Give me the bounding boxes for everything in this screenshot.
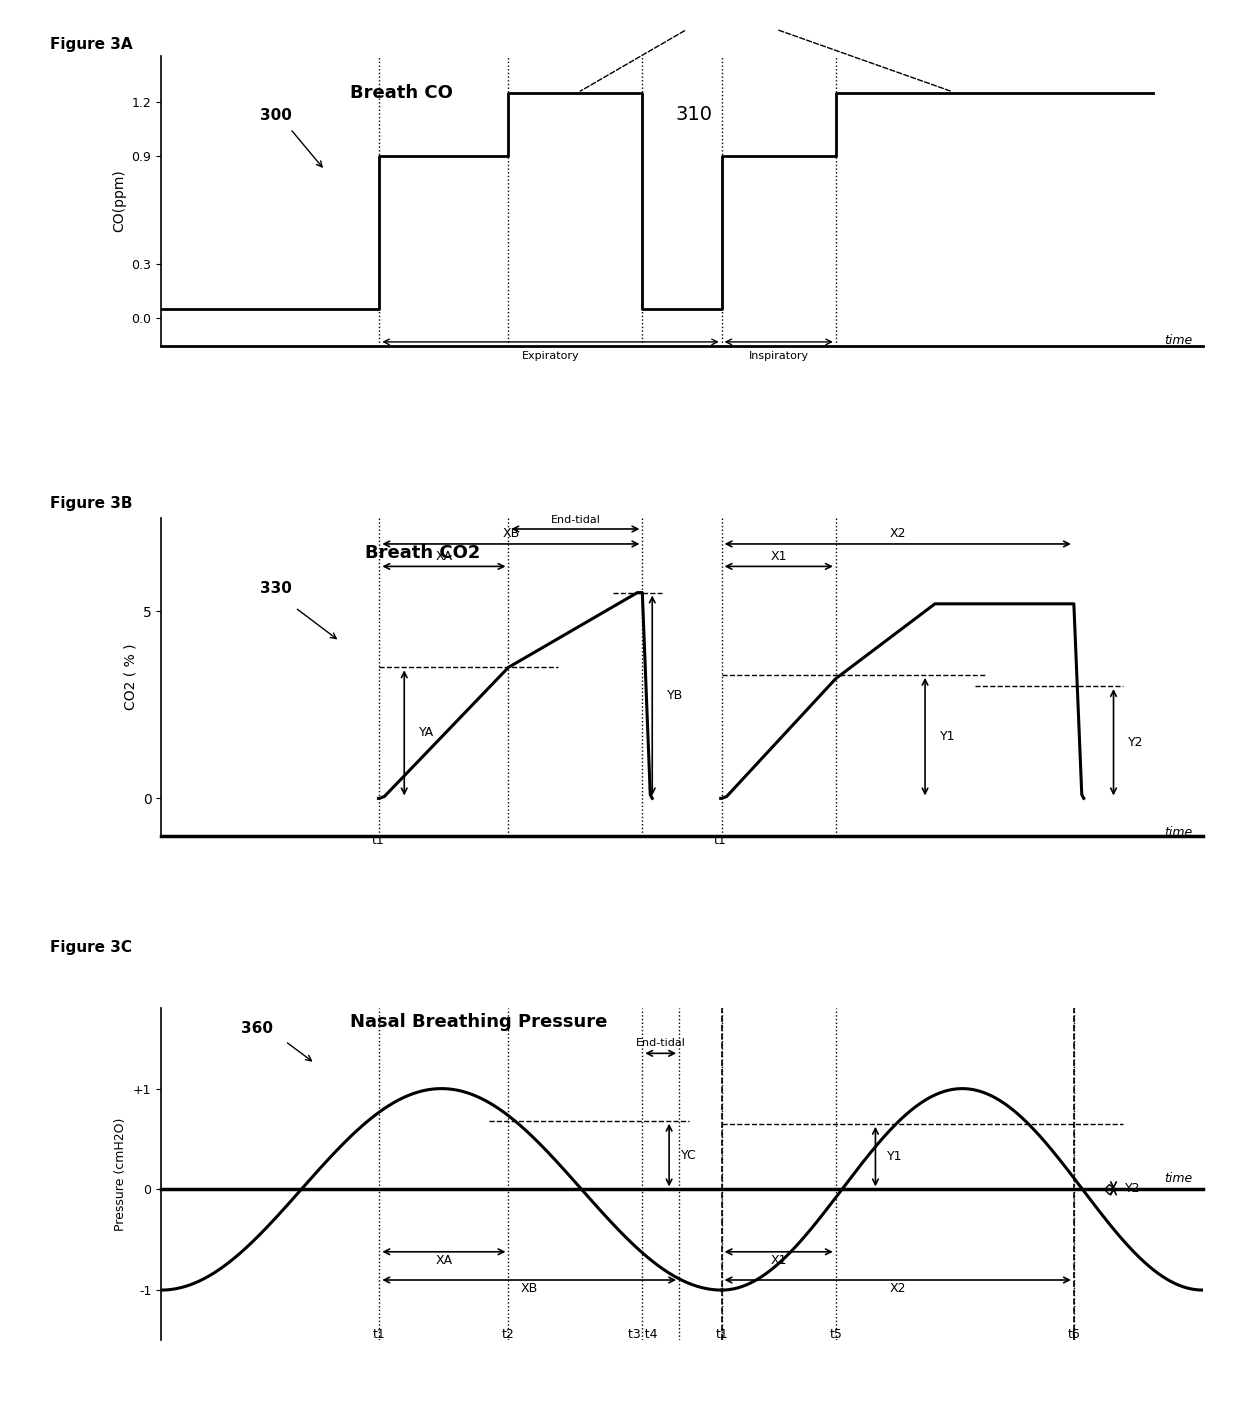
- Text: time: time: [1164, 1173, 1193, 1185]
- Text: YB: YB: [667, 689, 683, 701]
- Text: Nasal Breathing Pressure: Nasal Breathing Pressure: [350, 1013, 608, 1031]
- Text: X2: X2: [889, 528, 906, 540]
- Text: t6: t6: [1068, 1328, 1080, 1342]
- Text: Y1: Y1: [940, 729, 955, 744]
- Text: t5: t5: [830, 1328, 842, 1342]
- Text: Figure 3B: Figure 3B: [50, 495, 133, 511]
- Text: 300: 300: [260, 107, 293, 123]
- Text: t3 t4: t3 t4: [627, 1328, 657, 1342]
- Y-axis label: CO2 ( % ): CO2 ( % ): [123, 643, 138, 710]
- Text: End-tidal: End-tidal: [551, 515, 600, 525]
- Text: Breath CO2: Breath CO2: [365, 545, 480, 562]
- Text: time: time: [1164, 333, 1193, 347]
- Text: XA: XA: [435, 1254, 453, 1267]
- Text: X2: X2: [889, 1283, 906, 1295]
- Text: t1': t1': [371, 834, 388, 847]
- Text: time: time: [1164, 825, 1193, 838]
- Text: t1': t1': [713, 834, 730, 847]
- Text: 330: 330: [260, 580, 293, 595]
- Text: 310: 310: [676, 104, 713, 124]
- Text: X1: X1: [770, 1254, 787, 1267]
- Text: End-tidal: End-tidal: [636, 1038, 686, 1048]
- Text: Y1: Y1: [888, 1150, 903, 1163]
- Y-axis label: Pressure (cmH2O): Pressure (cmH2O): [114, 1118, 128, 1230]
- Text: X1: X1: [770, 550, 787, 563]
- Text: Figure 3C: Figure 3C: [50, 940, 131, 955]
- Text: 360: 360: [241, 1022, 273, 1036]
- Text: XB: XB: [521, 1283, 538, 1295]
- Y-axis label: CO(ppm): CO(ppm): [112, 169, 126, 233]
- Text: Breath CO: Breath CO: [350, 83, 453, 102]
- Text: Y2: Y2: [1128, 735, 1143, 749]
- Text: t1: t1: [715, 1328, 728, 1342]
- Text: Figure 3A: Figure 3A: [50, 37, 133, 52]
- Text: XB: XB: [502, 528, 520, 540]
- Text: YA: YA: [419, 727, 434, 739]
- Text: Inspiratory: Inspiratory: [749, 351, 808, 361]
- Text: Y2: Y2: [1126, 1182, 1141, 1195]
- Text: Expiratory: Expiratory: [522, 351, 579, 361]
- Text: YC: YC: [681, 1149, 697, 1161]
- Text: t1: t1: [373, 1328, 386, 1342]
- Text: XA: XA: [435, 550, 453, 563]
- Text: t2: t2: [502, 1328, 515, 1342]
